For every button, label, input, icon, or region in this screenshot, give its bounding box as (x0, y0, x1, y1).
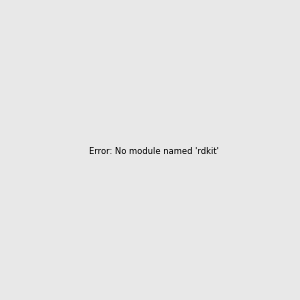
Text: Error: No module named 'rdkit': Error: No module named 'rdkit' (89, 147, 219, 156)
